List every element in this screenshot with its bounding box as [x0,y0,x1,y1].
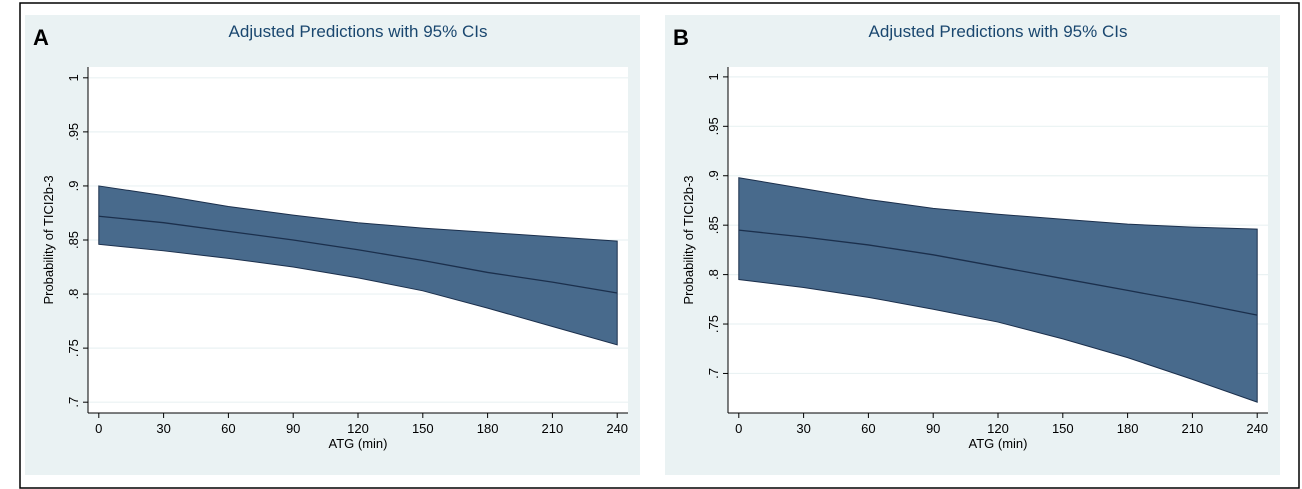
x-tick-label: 0 [95,421,102,436]
panel-label: B [673,25,689,50]
confidence-band [98,185,618,346]
y-tick-label: .85 [706,216,721,234]
y-tick-label: .9 [66,181,81,192]
chart-title: Adjusted Predictions with 95% CIs [229,22,488,41]
x-tick-label: 0 [735,421,742,436]
y-tick-label: .95 [66,123,81,141]
x-tick-label: 30 [156,421,170,436]
x-tick-label: 60 [861,421,875,436]
y-tick-label: 1 [66,74,81,81]
x-tick-label: 90 [286,421,300,436]
y-axis-label: Probability of TICI2b-3 [41,175,56,304]
x-tick-label: 120 [987,421,1009,436]
y-tick-label: .8 [706,269,721,280]
x-tick-label: 60 [221,421,235,436]
x-axis-label: ATG (min) [329,436,388,451]
x-tick-label: 150 [412,421,434,436]
x-tick-label: 30 [796,421,810,436]
frame [19,2,1300,489]
confidence-band [738,177,1258,403]
prediction-line [738,229,1258,316]
x-axis-label: ATG (min) [969,436,1028,451]
y-tick-label: .95 [706,117,721,135]
y-tick-label: 1 [706,73,721,80]
x-tick-label: 240 [606,421,628,436]
x-tick-label: 120 [347,421,369,436]
y-tick-label: .75 [706,315,721,333]
chart-title: Adjusted Predictions with 95% CIs [869,22,1128,41]
x-tick-label: 180 [1117,421,1139,436]
y-tick-label: .9 [706,170,721,181]
y-axis-label: Probability of TICI2b-3 [681,175,696,304]
y-tick-label: .75 [66,339,81,357]
x-tick-label: 240 [1246,421,1268,436]
x-tick-label: 210 [1182,421,1204,436]
panel-label: A [33,25,49,50]
y-tick-label: .85 [66,231,81,249]
prediction-line [98,215,618,294]
y-tick-label: .7 [66,397,81,408]
y-tick-label: .8 [66,289,81,300]
x-tick-label: 210 [542,421,564,436]
y-tick-label: .7 [706,368,721,379]
x-tick-label: 90 [926,421,940,436]
x-tick-label: 180 [477,421,499,436]
x-tick-label: 150 [1052,421,1074,436]
